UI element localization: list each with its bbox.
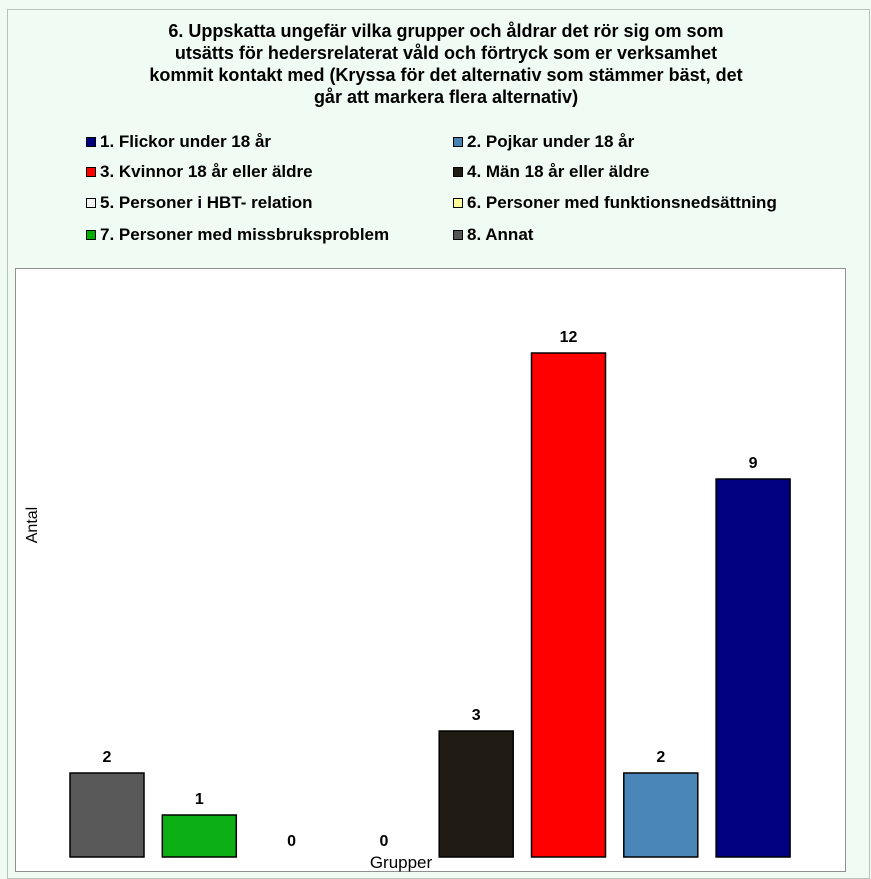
bar-value-label-4: 0 <box>379 833 388 850</box>
legend-label-8: 8. Annat <box>467 225 534 244</box>
legend-label-2: 2. Pojkar under 18 år <box>467 132 635 151</box>
legend-label-6: 6. Personer med funktionsnedsättning <box>467 193 777 212</box>
legend-item-1: 1. Flickor under 18 år <box>86 132 271 152</box>
bar-value-label-2: 1 <box>195 791 204 808</box>
legend-label-5: 5. Personer i HBT- relation <box>100 193 313 212</box>
plot-area <box>15 268 846 872</box>
bar-value-label-1: 2 <box>103 749 112 766</box>
bar-value-label-7: 2 <box>656 749 665 766</box>
legend-swatch-3 <box>86 167 96 177</box>
legend-item-8: 8. Annat <box>453 225 533 245</box>
legend-item-5: 5. Personer i HBT- relation <box>86 193 313 213</box>
legend-label-1: 1. Flickor under 18 år <box>100 132 272 151</box>
legend-swatch-4 <box>453 167 463 177</box>
legend-swatch-8 <box>453 230 463 240</box>
legend-item-3: 3. Kvinnor 18 år eller äldre <box>86 162 313 182</box>
bar-7 <box>623 772 699 858</box>
bar-value-label-8: 9 <box>749 455 758 472</box>
x-axis-label: Grupper <box>369 853 433 872</box>
legend-item-4: 4. Män 18 år eller äldre <box>453 162 649 182</box>
bar-value-label-3: 0 <box>287 833 296 850</box>
legend-swatch-5 <box>86 198 96 208</box>
legend-swatch-1 <box>86 137 96 147</box>
legend-label-4: 4. Män 18 år eller äldre <box>467 162 650 181</box>
bar-8 <box>715 478 791 858</box>
bar-value-label-6: 12 <box>560 329 578 346</box>
legend-label-3: 3. Kvinnor 18 år eller äldre <box>100 162 313 181</box>
legend-swatch-6 <box>453 198 463 208</box>
legend-swatch-2 <box>453 137 463 147</box>
bar-1 <box>69 772 145 858</box>
bar-value-label-5: 3 <box>472 707 481 724</box>
legend-swatch-7 <box>86 230 96 240</box>
bar-5 <box>438 730 514 858</box>
legend-label-7: 7. Personer med missbruksproblem <box>100 225 390 244</box>
legend-item-7: 7. Personer med missbruksproblem <box>86 225 389 245</box>
bar-2 <box>161 814 238 858</box>
chart-title: 6. Uppskatta ungefär vilka grupper och å… <box>149 21 743 107</box>
bar-6 <box>530 352 607 858</box>
y-axis-label: Antal <box>24 506 41 544</box>
legend-item-2: 2. Pojkar under 18 år <box>453 132 634 152</box>
legend-item-6: 6. Personer med funktionsnedsättning <box>453 193 777 213</box>
